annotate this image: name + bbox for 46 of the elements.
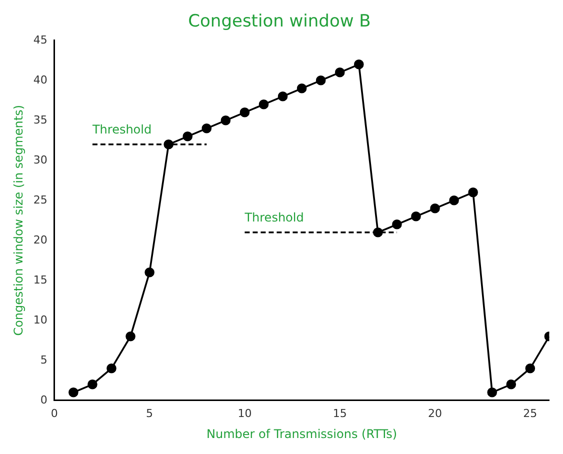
x-tick-label: 20 [428,406,442,420]
y-tick-label: 20 [33,233,48,246]
x-tick-label: 25 [523,406,538,420]
x-tick-label: 10 [238,406,252,420]
point [430,204,440,214]
point [296,84,307,94]
point [506,380,516,390]
point [144,268,154,278]
point [88,380,98,390]
point [164,140,174,150]
point [487,388,498,398]
y-tick-label: 5 [40,353,48,366]
point [411,212,421,222]
y-axis-title: Congestion window size (in segments) [11,104,26,336]
annotation: Threshold [244,210,304,225]
x-axis-title: Number of Transmissions (RTTs) [206,426,398,441]
point [525,364,536,374]
y-tick-label: 25 [33,193,48,206]
point [106,364,116,374]
chart-title: Congestion window B [188,12,371,32]
point [258,100,269,110]
point [220,116,231,126]
y-tick-label: 40 [33,73,48,86]
point [126,332,136,342]
point [354,60,364,70]
x-tick-label: 5 [146,406,154,420]
x-tick-label: 0 [50,406,58,420]
point [468,188,478,198]
point [240,108,250,118]
y-tick-label: 0 [40,393,48,406]
point [182,132,193,142]
annotation: Threshold [91,122,152,137]
y-tick-label: 15 [33,273,48,286]
point [373,228,383,238]
x-tick-label: 15 [332,406,347,420]
point [202,124,212,134]
point [449,196,459,206]
y-tick-label: 35 [33,113,48,126]
y-tick-label: 10 [33,313,48,326]
y-tick-label: 30 [33,153,48,166]
point [334,68,345,78]
point [316,76,326,86]
point [278,92,288,102]
point [392,220,402,230]
y-tick-label: 45 [33,33,48,46]
point [68,388,78,398]
